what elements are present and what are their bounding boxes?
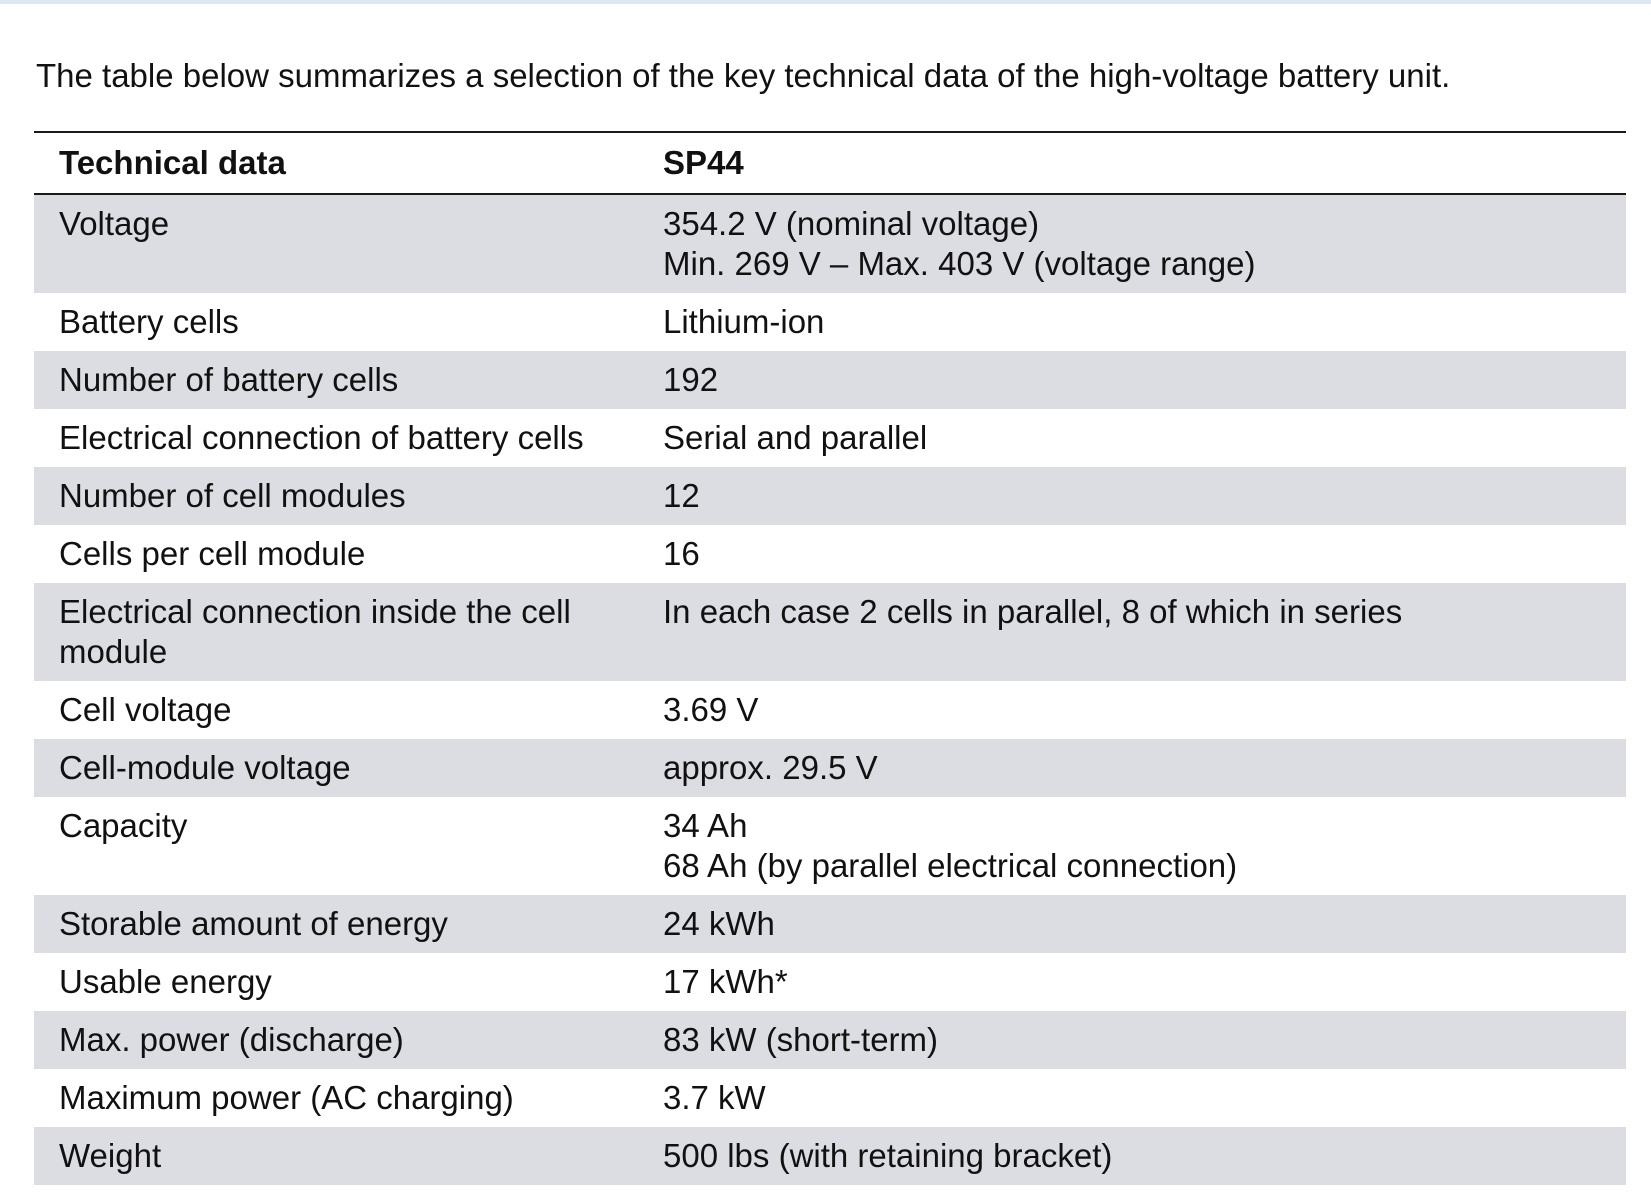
table-row: Weight 500 lbs (with retaining bracket)	[34, 1127, 1626, 1185]
top-band	[0, 0, 1651, 4]
row-value: 3.7 kW	[663, 1069, 1626, 1127]
table-row: Usable energy 17 kWh*	[34, 953, 1626, 1011]
table-row: Cells per cell module 16	[34, 525, 1626, 583]
row-value: Serial and parallel	[663, 409, 1626, 467]
row-label: Storable amount of energy	[34, 895, 663, 953]
row-label: Voltage	[34, 194, 663, 293]
table-row: Max. power (discharge) 83 kW (short-term)	[34, 1011, 1626, 1069]
header-model: SP44	[663, 131, 1626, 195]
table-row: Electrical connection inside the cell mo…	[34, 583, 1626, 681]
row-value-line: 68 Ah (by parallel electrical connection…	[663, 847, 1238, 884]
row-value: 12	[663, 467, 1626, 525]
row-value: In each case 2 cells in parallel, 8 of w…	[663, 583, 1626, 681]
row-value-line: Lithium-ion	[663, 303, 825, 340]
row-label: Number of battery cells	[34, 351, 663, 409]
table-row: Cell voltage 3.69 V	[34, 681, 1626, 739]
row-label: Weight	[34, 1127, 663, 1185]
row-value: Lithium-ion	[663, 293, 1626, 351]
row-value-line: 500 lbs (with retaining bracket)	[663, 1137, 1113, 1174]
row-value-line: 3.7 kW	[663, 1079, 766, 1116]
row-value: 354.2 V (nominal voltage) Min. 269 V – Ma…	[663, 194, 1626, 293]
row-label: Usable energy	[34, 953, 663, 1011]
table-row: Electrical connection of battery cells Se…	[34, 409, 1626, 467]
row-value-line: 12	[663, 477, 700, 514]
table-body: Voltage 354.2 V (nominal voltage) Min. 269…	[34, 194, 1626, 1185]
table-row: Capacity 34 Ah 68 Ah (by parallel electric…	[34, 797, 1626, 895]
row-value-line: 16	[663, 535, 700, 572]
table-row: Voltage 354.2 V (nominal voltage) Min. 269…	[34, 194, 1626, 293]
row-label: Electrical connection inside the cell mo…	[34, 583, 663, 681]
row-value-line: Serial and parallel	[663, 419, 928, 456]
row-value: 500 lbs (with retaining bracket)	[663, 1127, 1626, 1185]
row-value-line: 34 Ah	[663, 807, 748, 844]
row-value: 83 kW (short-term)	[663, 1011, 1626, 1069]
table-row: Storable amount of energy 24 kWh	[34, 895, 1626, 953]
table-row: Number of cell modules 12	[34, 467, 1626, 525]
row-value: approx. 29.5 V	[663, 739, 1626, 797]
row-value: 17 kWh*	[663, 953, 1626, 1011]
table-header-row: Technical data SP44	[34, 131, 1626, 195]
row-value-line: 192	[663, 361, 719, 398]
row-value: 16	[663, 525, 1626, 583]
row-value: 34 Ah 68 Ah (by parallel electrical conne…	[663, 797, 1626, 895]
row-value-line: approx. 29.5 V	[663, 749, 878, 786]
row-label: Electrical connection of battery cells	[34, 409, 663, 467]
row-label: Number of cell modules	[34, 467, 663, 525]
row-value-line: 24 kWh	[663, 905, 775, 942]
row-value-line: 83 kW (short-term)	[663, 1021, 939, 1058]
row-label: Capacity	[34, 797, 663, 895]
row-label: Battery cells	[34, 293, 663, 351]
technical-data-table: Technical data SP44 Voltage 354.2 V (nomi…	[34, 131, 1626, 1185]
row-value-line: Min. 269 V – Max. 403 V (voltage range)	[663, 245, 1256, 282]
row-label: Maximum power (AC charging)	[34, 1069, 663, 1127]
row-value-line: 354.2 V (nominal voltage)	[663, 205, 1040, 242]
header-technical-data: Technical data	[34, 131, 663, 195]
row-label: Max. power (discharge)	[34, 1011, 663, 1069]
row-value-line: 3.69 V	[663, 691, 759, 728]
row-value: 24 kWh	[663, 895, 1626, 953]
row-value: 192	[663, 351, 1626, 409]
row-value: 3.69 V	[663, 681, 1626, 739]
table-row: Battery cells Lithium-ion	[34, 293, 1626, 351]
table-row: Maximum power (AC charging) 3.7 kW	[34, 1069, 1626, 1127]
row-value-line: 17 kWh*	[663, 963, 788, 1000]
intro-text: The table below summarizes a selection o…	[36, 57, 1451, 94]
row-value-line: In each case 2 cells in parallel, 8 of w…	[663, 593, 1403, 630]
row-label: Cell-module voltage	[34, 739, 663, 797]
row-label: Cells per cell module	[34, 525, 663, 583]
table-row: Cell-module voltage approx. 29.5 V	[34, 739, 1626, 797]
row-label: Cell voltage	[34, 681, 663, 739]
table-row: Number of battery cells 192	[34, 351, 1626, 409]
